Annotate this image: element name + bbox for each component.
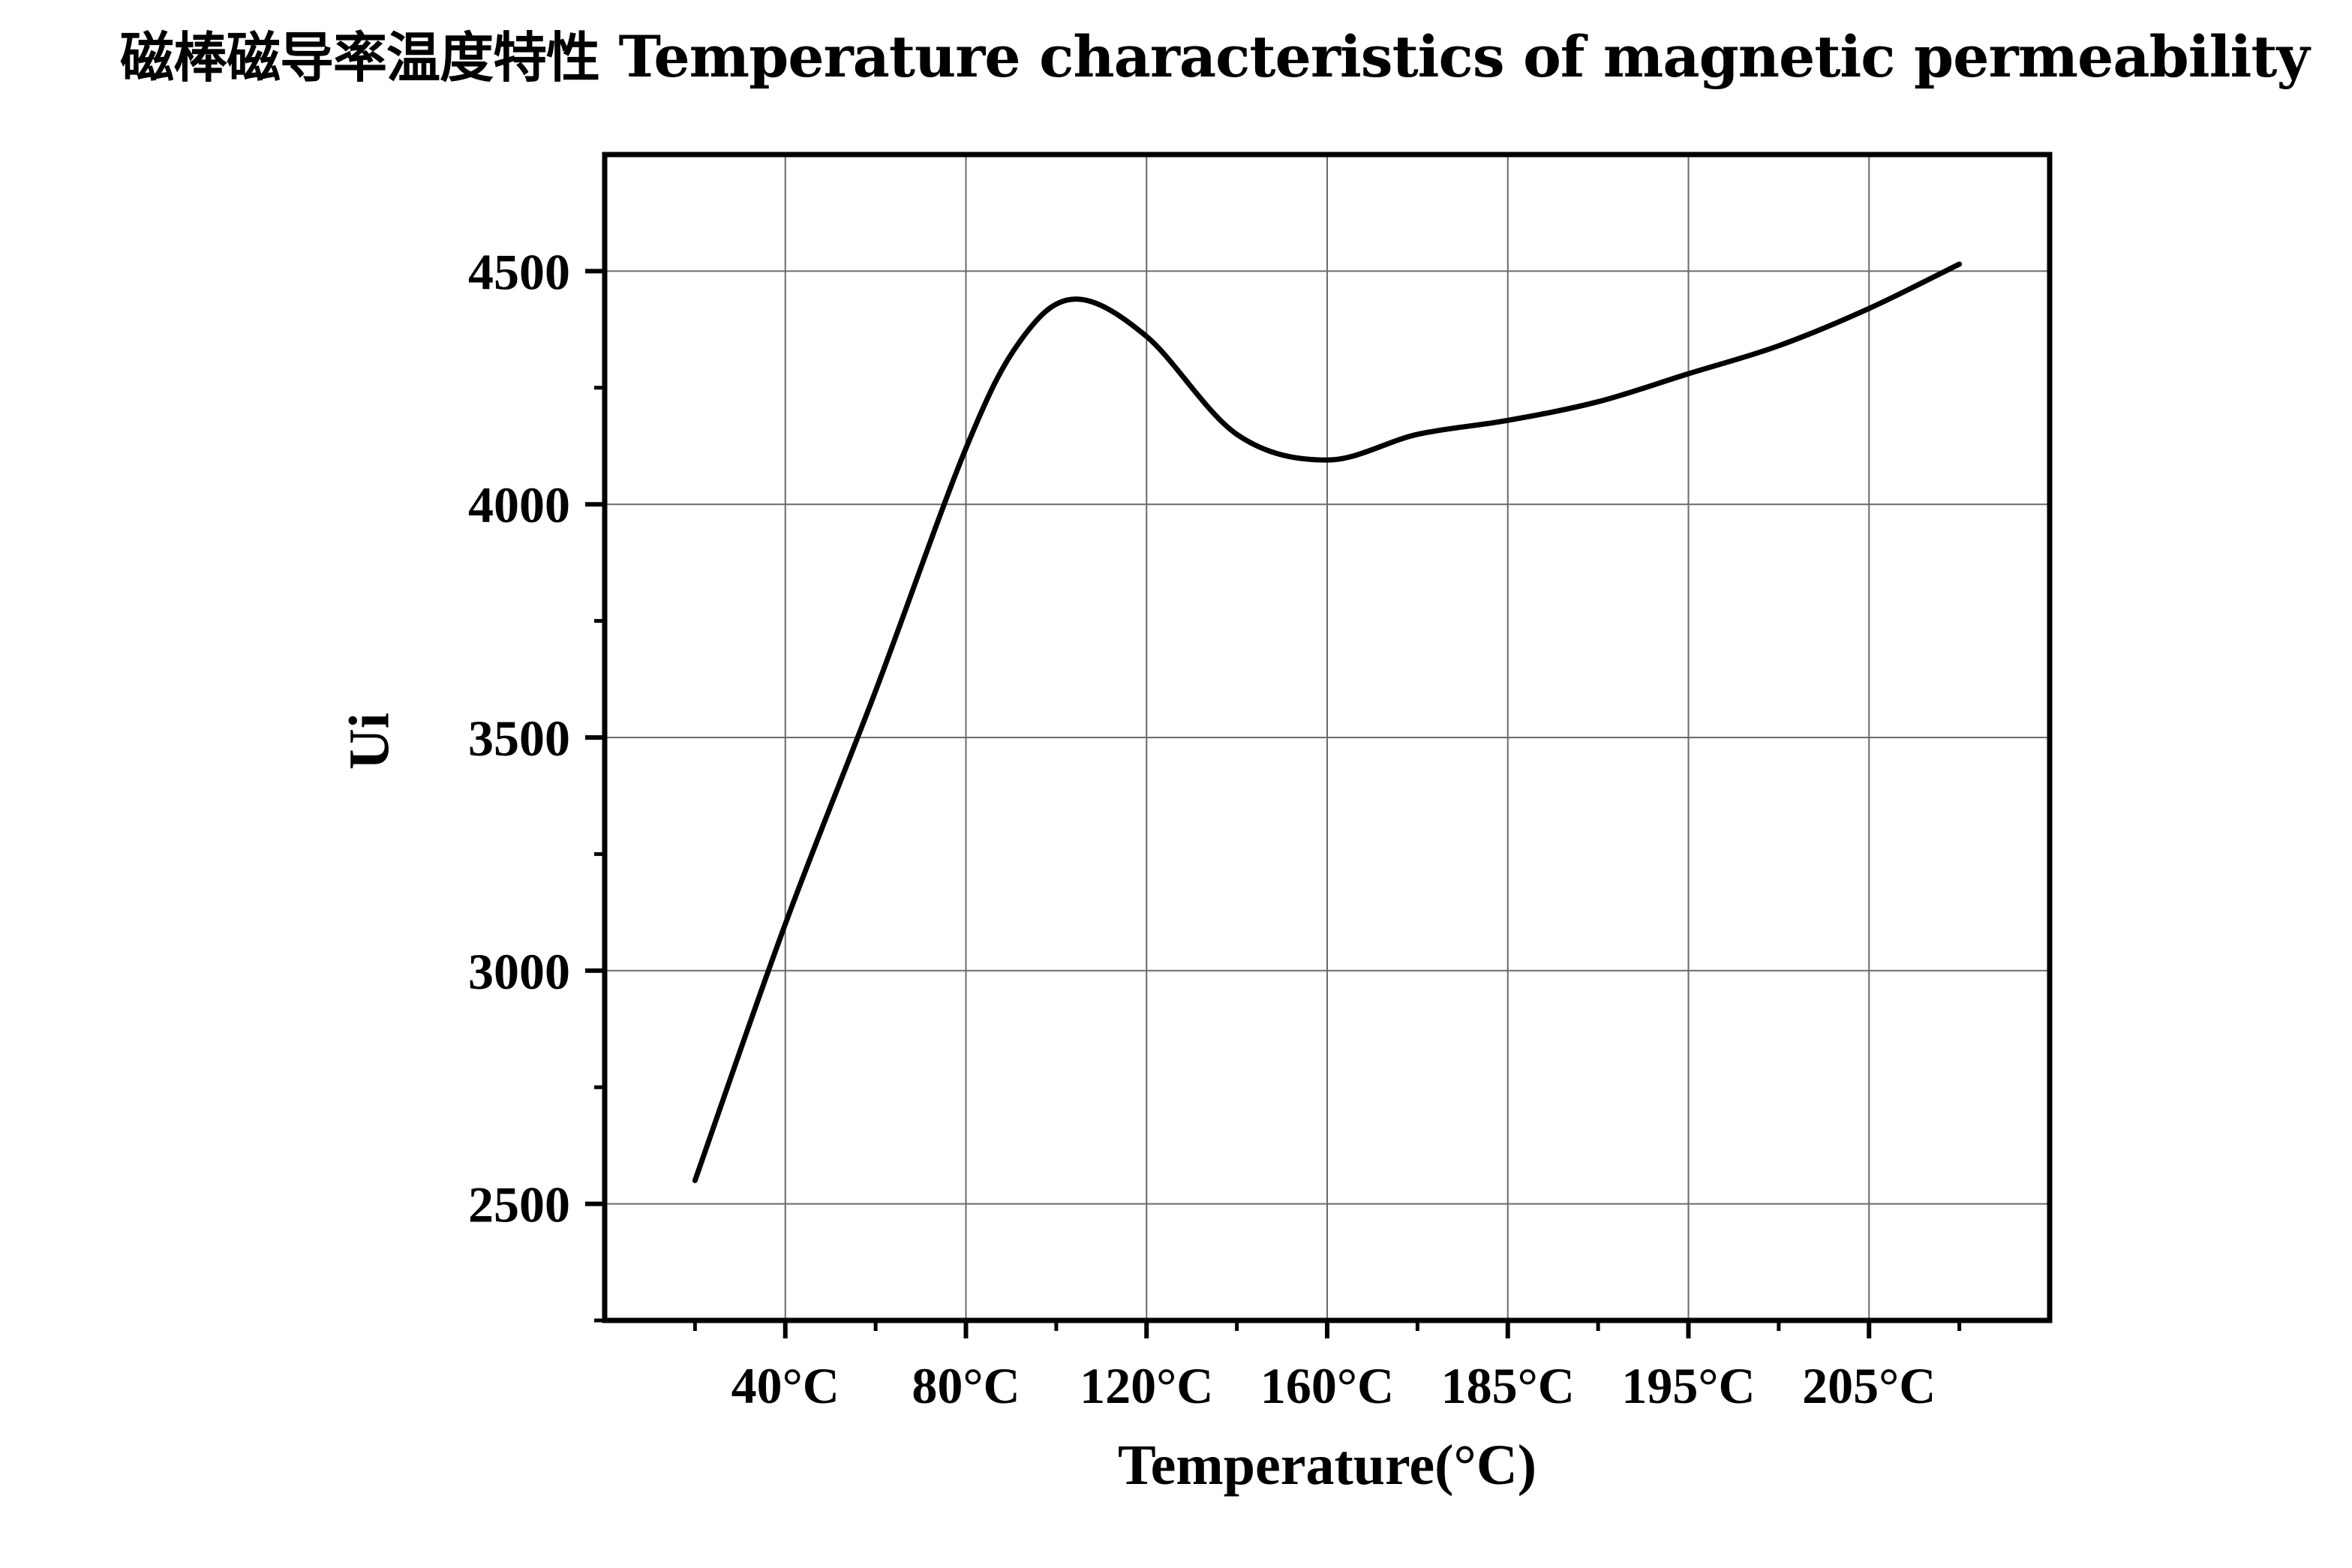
chart-title-english: Temperature characteristics of magnetic … [618,23,2309,90]
y-tick-label: 4500 [468,243,570,300]
y-tick-label: 3500 [468,710,570,767]
x-axis-title: Temperature(°C) [1118,1434,1536,1497]
grid [605,155,2050,1320]
x-tick-label: 185°C [1441,1357,1575,1414]
chart-title-chinese: 磁棒磁导率温度特性 [120,26,600,89]
y-tick-label: 4000 [468,476,570,533]
tick-labels: 40°C 80°C 120°C 160°C 185°C 195°C 205°C 2500 300… [468,243,1936,1414]
x-tick-label: 40°C [731,1357,840,1414]
x-tick-label: 160°C [1260,1357,1394,1414]
y-axis-title: Ui [338,713,401,770]
x-tick-label: 80°C [912,1357,1020,1414]
y-tick-label: 2500 [468,1176,570,1233]
x-tick-label: 195°C [1621,1357,1755,1414]
axis-ticks [585,269,1962,1338]
x-tick-label: 120°C [1080,1357,1213,1414]
y-tick-label: 3000 [468,943,570,1000]
x-tick-label: 205°C [1802,1357,1936,1414]
chart-title: 磁棒磁导率温度特性 Temperature characteristics of… [120,26,2310,89]
series-line [692,261,1963,1184]
